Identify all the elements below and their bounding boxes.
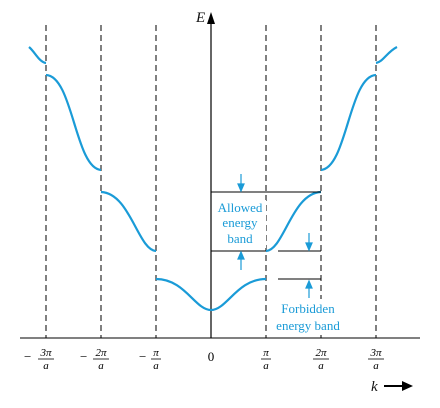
energy-axis-arrowhead [207,12,215,24]
band-edge-lines [211,191,321,280]
k-tick-labels: − 3π a − 2π a − π a 0 π a 2π a 3π a [24,347,384,372]
tick-neg-3pi-num: 3π [39,347,52,359]
forbidden-label-line-2: energy band [276,318,340,333]
k-arrowhead [402,381,413,391]
tick-neg-2pi-den: a [98,360,104,372]
tick-3pi-num: 3π [369,347,382,359]
allowed-top-arrowhead [237,183,245,193]
band-4-left-curve [28,46,47,65]
forbidden-bottom-arrowhead [305,279,313,289]
band-arrows [237,174,313,298]
allowed-label-line-1: Allowed [218,200,263,215]
tick-neg-pi-den: a [153,360,159,372]
forbidden-top-arrowhead [305,242,313,252]
allowed-label-line-3: band [227,231,253,246]
allowed-label-line-2: energy [222,215,258,230]
tick-pi-num: π [263,347,269,359]
tick-neg-3pi-den: a [43,360,49,372]
band-2-left-curve [100,190,157,253]
tick-2pi-den: a [318,360,324,372]
tick-neg-3pi-sign: − [24,349,31,364]
tick-neg-pi-num: π [153,347,159,359]
tick-neg-2pi-sign: − [80,349,87,364]
band-3-right-curve [320,73,377,172]
tick-2pi-num: 2π [315,347,327,359]
tick-zero: 0 [208,349,215,364]
band-3-left-curve [45,73,102,172]
allowed-label-box [214,200,266,248]
zone-boundaries [45,25,377,338]
band-1-curve [155,277,267,312]
forbidden-label-box [268,299,348,333]
band-curves [28,46,398,312]
tick-3pi-den: a [373,360,379,372]
energy-axis-label: E [195,10,205,26]
band-2-right-curve [265,190,322,253]
tick-neg-pi-sign: − [139,349,146,364]
allowed-bottom-arrowhead [237,250,245,260]
band-4-right-curve [375,46,398,65]
k-axis-label: k [371,379,378,395]
forbidden-label-line-1: Forbidden [281,301,335,316]
tick-neg-2pi-num: 2π [95,347,107,359]
tick-pi-den: a [263,360,269,372]
